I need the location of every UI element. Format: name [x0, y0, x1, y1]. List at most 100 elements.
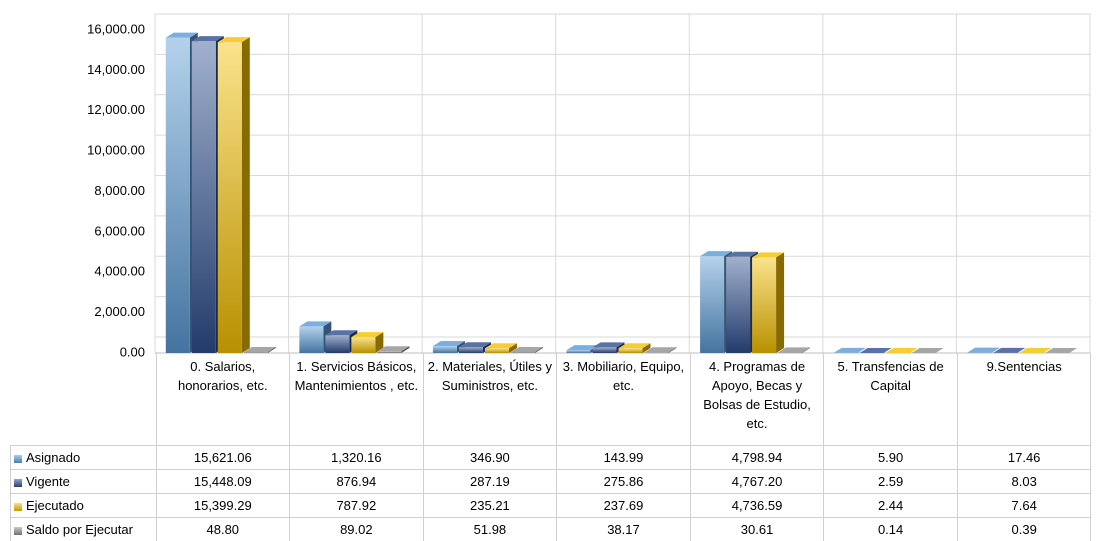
data-label: 17.46: [956, 445, 1092, 470]
data-label: 5.90: [823, 445, 958, 470]
bar: [484, 343, 517, 353]
legend-entry: Saldo por Ejecutar: [10, 517, 157, 541]
data-label: 4,767.20: [689, 469, 825, 494]
bar-top: [510, 346, 543, 352]
bar-side: [534, 346, 543, 353]
category-label: 2. Materiales, Útiles y Suministros, etc…: [422, 353, 558, 446]
bar: [859, 347, 892, 353]
bar-side: [401, 346, 410, 353]
data-label: 48.80: [155, 517, 291, 541]
bar-side: [857, 347, 866, 353]
bar: [351, 332, 384, 353]
bar-top: [299, 321, 332, 327]
bar-top: [911, 347, 944, 353]
bar-side: [776, 252, 785, 353]
table-row: Ejecutado 15,399.29 787.92 235.21 237.69 4,73…: [10, 493, 1092, 518]
data-label: 275.86: [556, 469, 691, 494]
bar-front: [217, 42, 242, 354]
data-label: 2.44: [823, 493, 958, 518]
bar-top: [885, 347, 918, 353]
bar-top: [243, 347, 276, 353]
bar-front: [618, 348, 643, 353]
bar: [243, 347, 276, 353]
bar-front: [351, 337, 376, 353]
data-label: 287.19: [422, 469, 558, 494]
bar-front: [700, 256, 725, 353]
bar-top: [700, 251, 733, 257]
data-label: 235.21: [422, 493, 558, 518]
bar: [1045, 347, 1078, 353]
legend-label: Asignado: [26, 450, 81, 465]
bar-top: [618, 343, 651, 349]
legend-label: Saldo por Ejecutar: [26, 522, 133, 537]
data-label: 7.64: [956, 493, 1092, 518]
legend-key: [14, 478, 22, 487]
bar-top: [1045, 347, 1078, 353]
data-label: 15,621.06: [155, 445, 291, 470]
bar-top: [859, 347, 892, 353]
bar-front: [592, 347, 617, 353]
bar-top: [778, 347, 811, 353]
legend-key: [14, 526, 22, 535]
y-tick-label: 14,000.00: [87, 62, 145, 77]
bar-side: [991, 347, 1000, 353]
bar-top: [726, 251, 759, 257]
bar-top: [458, 342, 491, 348]
bar-side: [668, 347, 677, 353]
bar-front: [458, 347, 483, 353]
y-tick-label: 12,000.00: [87, 102, 145, 117]
legend-key: [14, 454, 22, 463]
bar-side: [883, 347, 892, 353]
bar: [967, 347, 1000, 353]
bar: [833, 347, 866, 353]
bar: [618, 343, 651, 353]
bar: [644, 347, 677, 353]
bar: [1019, 347, 1052, 353]
data-label: 346.90: [422, 445, 558, 470]
bar-front: [325, 335, 350, 353]
data-label: 15,448.09: [155, 469, 291, 494]
data-label: 30.61: [689, 517, 825, 541]
bar-top: [967, 347, 1000, 353]
bar-side: [802, 347, 811, 353]
y-tick-label: 6,000.00: [94, 223, 145, 238]
bar-front: [726, 256, 751, 353]
bar-top: [217, 37, 250, 43]
category-label: 4. Programas de Apoyo, Becas y Bolsas de…: [689, 353, 825, 446]
data-label: 4,736.59: [689, 493, 825, 518]
data-label: 143.99: [556, 445, 691, 470]
category-label: 3. Mobiliario, Equipo, etc.: [556, 353, 691, 446]
data-label: 0.14: [823, 517, 958, 541]
bar: [217, 37, 250, 354]
bar-top: [1019, 347, 1052, 353]
bar-front: [191, 41, 216, 353]
y-tick-label: 10,000.00: [87, 143, 145, 158]
bar: [778, 347, 811, 353]
data-label: 0.39: [956, 517, 1092, 541]
bar: [911, 347, 944, 353]
bar-side: [1069, 347, 1078, 353]
y-tick-label: 4,000.00: [94, 264, 145, 279]
bar-front: [566, 350, 591, 353]
bar-front: [432, 345, 457, 353]
bar-top: [351, 332, 384, 338]
data-label: 89.02: [289, 517, 424, 541]
legend-label: Vigente: [26, 474, 70, 489]
table-row: Saldo por Ejecutar 48.80 89.02 51.98 38.17 30…: [10, 517, 1092, 541]
bar-top: [325, 330, 358, 336]
legend-entry: Vigente: [10, 469, 157, 494]
bar-top: [191, 36, 224, 42]
bar-front: [510, 351, 535, 353]
legend-entry: Ejecutado: [10, 493, 157, 518]
bar: [377, 346, 410, 353]
data-label: 8.03: [956, 469, 1092, 494]
bar-front: [243, 352, 268, 353]
bar-front: [644, 352, 669, 353]
bar-side: [375, 332, 384, 353]
data-label: 51.98: [422, 517, 558, 541]
legend-label: Ejecutado: [26, 498, 84, 513]
bar-top: [644, 347, 677, 353]
category-label: 0. Salarios, honorarios, etc.: [155, 353, 291, 446]
bar: [325, 330, 358, 353]
